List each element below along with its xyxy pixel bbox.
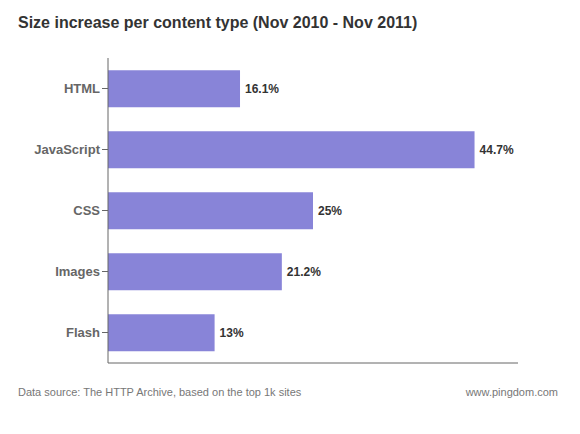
html-text:Data source: The HTTP Archive,: Data source: The HTTP Archive, based on …	[18, 386, 302, 398]
svg-text:13%: 13%	[220, 326, 244, 340]
html-text:www.pingdom.com: www.pingdom.com	[465, 386, 558, 398]
svg-text:Flash: Flash	[66, 325, 100, 340]
svg-text:16.1%: 16.1%	[245, 82, 279, 96]
svg-text:44.7%: 44.7%	[480, 143, 514, 157]
svg-text:CSS: CSS	[73, 203, 100, 218]
svg-text:25%: 25%	[318, 204, 342, 218]
html-text:Size increase per content type: Size increase per content type (Nov 2010…	[18, 14, 418, 31]
svg-text:HTML: HTML	[64, 81, 100, 96]
svg-text:JavaScript: JavaScript	[34, 142, 100, 157]
svg-text:Images: Images	[55, 264, 100, 279]
svg-text:21.2%: 21.2%	[287, 265, 321, 279]
